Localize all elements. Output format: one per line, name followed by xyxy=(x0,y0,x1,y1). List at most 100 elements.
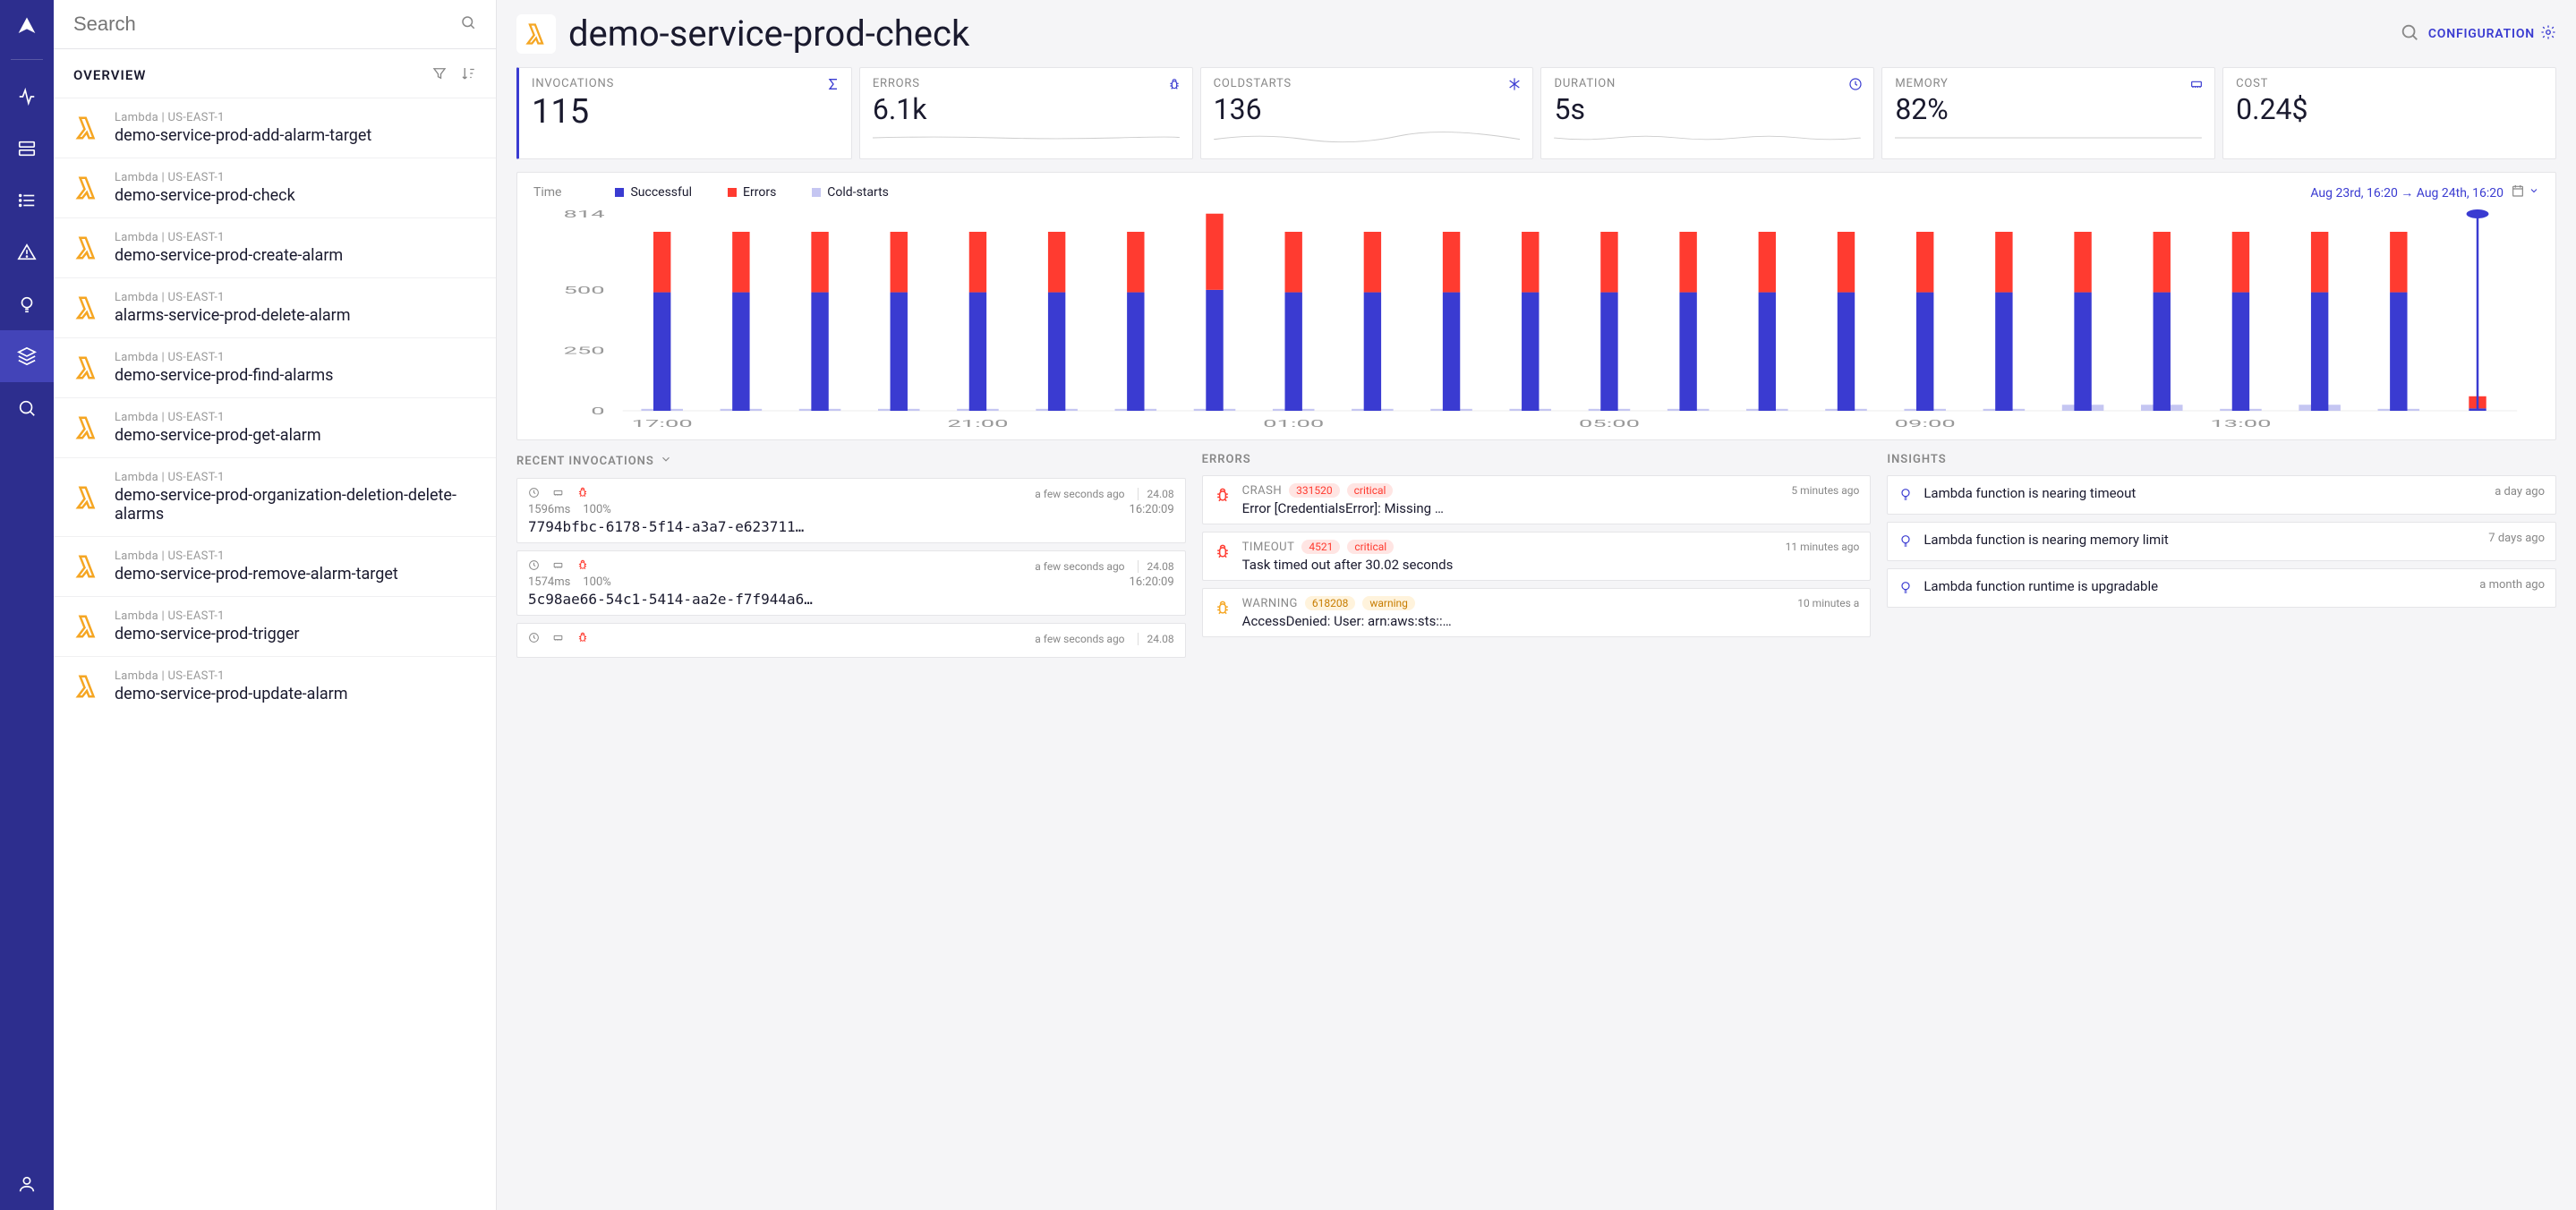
sort-icon[interactable] xyxy=(460,65,476,85)
sidebar-item[interactable]: Lambda | US-EAST-1demo-service-prod-add-… xyxy=(54,98,496,158)
nav-item-layers[interactable] xyxy=(0,330,54,382)
lambda-icon xyxy=(73,175,100,201)
insight-card[interactable]: Lambda function is nearing timeouta day … xyxy=(1887,475,2556,515)
nav-item-account[interactable] xyxy=(0,1158,54,1210)
bug-icon xyxy=(576,558,589,574)
panel-title: INSIGHTS xyxy=(1887,453,1946,466)
error-card[interactable]: TIMEOUT4521critical11 minutes agoTask ti… xyxy=(1202,532,1872,581)
bug-icon xyxy=(1214,599,1232,629)
bug-icon xyxy=(1214,486,1232,516)
sidebar-item[interactable]: Lambda | US-EAST-1demo-service-prod-find… xyxy=(54,337,496,397)
list-item-meta: Lambda | US-EAST-1 xyxy=(115,291,351,304)
list-item-name: demo-service-prod-update-alarm xyxy=(115,685,348,703)
sidebar-item[interactable]: Lambda | US-EAST-1alarms-service-prod-de… xyxy=(54,277,496,337)
list-item-meta: Lambda | US-EAST-1 xyxy=(115,471,476,484)
legend-errors[interactable]: Errors xyxy=(728,185,776,200)
error-severity: critical xyxy=(1347,540,1394,554)
memory-icon xyxy=(552,487,564,501)
error-ago: 10 minutes a xyxy=(1797,597,1859,609)
invocation-duration: 1596ms xyxy=(528,503,570,516)
stat-label: MEMORY xyxy=(1895,77,2202,90)
lambda-icon xyxy=(73,294,100,321)
clock-icon xyxy=(528,487,540,501)
nav-item-servers[interactable] xyxy=(0,123,54,175)
error-type: WARNING xyxy=(1242,597,1298,610)
invocation-card[interactable]: a few seconds ago24.08 xyxy=(516,623,1186,658)
insight-ago: a day ago xyxy=(2495,485,2545,498)
error-count: 331520 xyxy=(1289,483,1339,498)
list-item-name: demo-service-prod-get-alarm xyxy=(115,426,321,445)
lightbulb-icon xyxy=(1898,580,1913,598)
insight-ago: a month ago xyxy=(2479,578,2545,592)
app-logo[interactable] xyxy=(11,11,43,43)
error-card[interactable]: WARNING618208warning10 minutes aAccessDe… xyxy=(1202,588,1872,637)
list-item-meta: Lambda | US-EAST-1 xyxy=(115,609,300,623)
legend-coldstarts[interactable]: Cold-starts xyxy=(812,185,889,200)
stat-coldstarts[interactable]: COLDSTARTS 136 xyxy=(1200,67,1534,159)
search-input[interactable] xyxy=(73,13,460,36)
list-item-name: demo-service-prod-remove-alarm-target xyxy=(115,565,398,584)
nav-item-alerts[interactable] xyxy=(0,226,54,278)
invocation-id: 7794bfbc-6178-5f14-a3a7-e623711… xyxy=(528,518,1174,535)
invocation-card[interactable]: a few seconds ago24.081574ms100%16:20:09… xyxy=(516,550,1186,616)
stat-duration[interactable]: DURATION 5s xyxy=(1540,67,1874,159)
nav-item-list[interactable] xyxy=(0,175,54,226)
invocation-memory: 100% xyxy=(583,575,610,589)
sidebar-item[interactable]: Lambda | US-EAST-1 demo-service-prod-trig… xyxy=(54,596,496,656)
panel-insights: INSIGHTS Lambda function is nearing time… xyxy=(1887,453,2556,1210)
insight-card[interactable]: Lambda function runtime is upgradablea m… xyxy=(1887,568,2556,608)
clock-icon xyxy=(528,559,540,574)
invocations-chart[interactable]: 025050081417:0021:0001:0005:0009:0013:00 xyxy=(533,209,2539,432)
error-card[interactable]: CRASH331520critical5 minutes agoError [C… xyxy=(1202,475,1872,524)
memory-icon xyxy=(552,559,564,574)
list-item-meta: Lambda | US-EAST-1 xyxy=(115,411,321,424)
bug-icon xyxy=(1214,542,1232,573)
sidebar-item[interactable]: Lambda | US-EAST-1 demo-service-prod-get-… xyxy=(54,397,496,457)
nav-item-search[interactable] xyxy=(0,382,54,434)
overview-title: OVERVIEW xyxy=(73,67,419,83)
panel-title[interactable]: RECENT INVOCATIONS xyxy=(516,453,1186,469)
memory-icon xyxy=(552,632,564,646)
nav-item-insights[interactable] xyxy=(0,278,54,330)
sidebar-item[interactable]: Lambda | US-EAST-1demo-service-prod-orga… xyxy=(54,457,496,536)
invocation-card[interactable]: a few seconds ago24.081596ms100%16:20:09… xyxy=(516,478,1186,543)
panel-recent-invocations: RECENT INVOCATIONS a few seconds ago24.0… xyxy=(516,453,1186,1210)
legend-successful[interactable]: Successful xyxy=(615,185,692,200)
list-item-name: demo-service-prod-trigger xyxy=(115,625,300,643)
search-icon[interactable] xyxy=(2400,22,2419,46)
configuration-link[interactable]: CONFIGURATION xyxy=(2428,24,2556,44)
stat-invocations[interactable]: INVOCATIONS 115 xyxy=(516,67,852,159)
stat-memory[interactable]: MEMORY 82% xyxy=(1881,67,2215,159)
search-icon[interactable] xyxy=(460,14,476,34)
chart-date-range[interactable]: Aug 23rd, 16:20 → Aug 24th, 16:20 xyxy=(2310,183,2539,201)
stat-errors[interactable]: ERRORS 6.1k xyxy=(859,67,1193,159)
sidebar-item[interactable]: Lambda | US-EAST-1demo-service-prod-upda… xyxy=(54,656,496,716)
clock-icon xyxy=(1848,77,1863,95)
list-item-meta: Lambda | US-EAST-1 xyxy=(115,111,371,124)
nav-rail xyxy=(0,0,54,1210)
filter-icon[interactable] xyxy=(431,65,448,85)
sidebar: OVERVIEW Lambda | US-EAST-1demo-service-… xyxy=(54,0,497,1210)
chevron-down-icon xyxy=(660,453,672,469)
invocation-date: 24.08 xyxy=(1138,488,1174,500)
main-content: demo-service-prod-check CONFIGURATION IN… xyxy=(497,0,2576,1210)
chevron-down-icon xyxy=(2529,185,2539,200)
svg-text:500: 500 xyxy=(564,285,605,296)
error-type: TIMEOUT xyxy=(1242,541,1295,554)
memory-icon xyxy=(2189,77,2204,95)
sidebar-item[interactable]: Lambda | US-EAST-1demo-service-prod-crea… xyxy=(54,217,496,277)
chart-header: Time Successful Errors Cold-starts Aug 2… xyxy=(533,183,2539,201)
invocation-ago: a few seconds ago xyxy=(1035,560,1124,573)
insight-card[interactable]: Lambda function is nearing memory limit7… xyxy=(1887,522,2556,561)
stat-cost[interactable]: COST 0.24$ xyxy=(2222,67,2556,159)
sidebar-item[interactable]: Lambda | US-EAST-1demo-service-prod-chec… xyxy=(54,158,496,217)
invocation-date: 24.08 xyxy=(1138,560,1174,573)
stat-label: ERRORS xyxy=(873,77,1180,90)
sidebar-item[interactable]: Lambda | US-EAST-1demo-service-prod-remo… xyxy=(54,536,496,596)
error-type: CRASH xyxy=(1242,484,1282,498)
nav-item-activity[interactable] xyxy=(0,71,54,123)
clock-icon xyxy=(528,632,540,646)
stat-value: 136 xyxy=(1214,92,1521,126)
configuration-label: CONFIGURATION xyxy=(2428,27,2535,41)
invocation-duration: 1574ms xyxy=(528,575,570,589)
